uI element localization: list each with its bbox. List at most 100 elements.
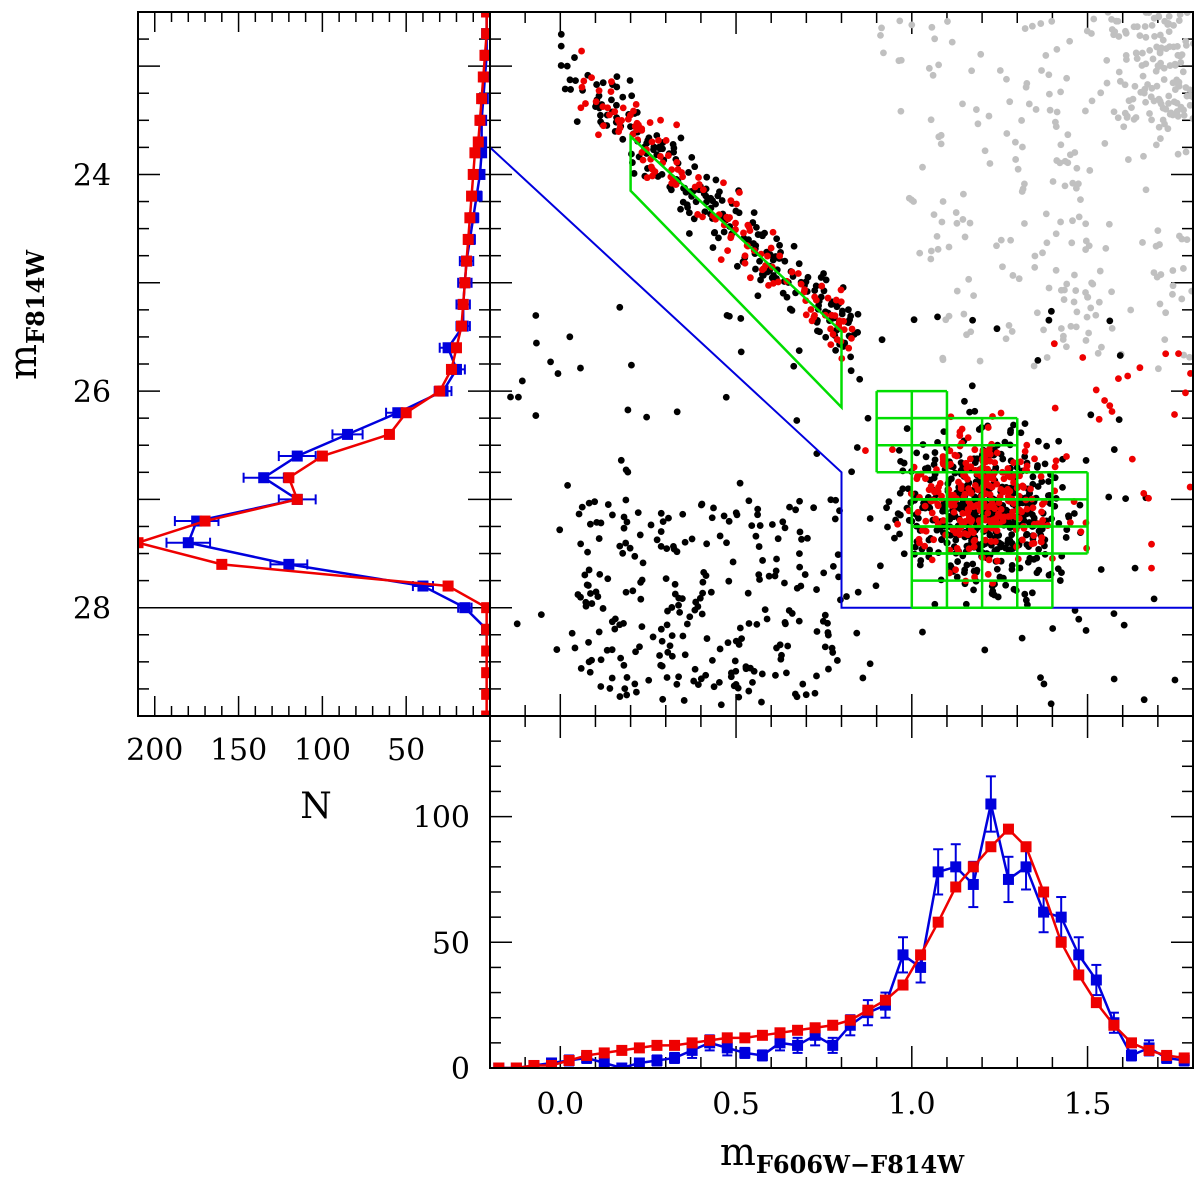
cmd-point-model [927,482,935,490]
cmd-point-observed [547,358,554,366]
cmd-point-model [760,265,768,272]
hist-marker-model [879,994,891,1006]
cmd-point-model [727,197,735,205]
cmd-point-observed [712,176,720,184]
cmd-point-observed [720,512,728,520]
cmd-point-background [1049,178,1057,185]
cmd-point-model [1029,504,1037,512]
cmd-y-axis-label: mF814W [1,249,50,380]
cmd-point-background [1154,227,1162,235]
cmd-point-observed [854,588,862,596]
cmd-point-observed [798,535,805,543]
cmd-point-background [878,24,885,32]
hist-marker-model [598,1047,610,1059]
cmd-point-observed [679,632,687,640]
cmd-point-model [828,311,836,319]
cmd-point-observed [866,660,874,668]
cmd-point-background [939,198,947,205]
cmd-point-observed [658,637,666,645]
cmd-point-observed [1065,514,1073,521]
cmd-point-model [1140,489,1148,497]
cmd-point-observed [703,540,711,548]
cmd-point-background [1045,284,1053,292]
cmd-point-observed [597,656,605,664]
cmd-point-observed [577,665,585,672]
lf-marker-model [450,342,462,354]
cmd-point-model [605,111,613,119]
cmd-point-model [952,566,960,574]
cmd-point-background [1012,156,1020,163]
cmd-point-observed [1007,426,1015,434]
cmd-point-model [1128,455,1136,463]
cmd-point-observed [735,693,743,701]
lf-marker-model [457,298,469,310]
hist-marker-observed [950,861,962,873]
cmd-point-observed [620,661,628,669]
cmd-point-model [837,286,845,294]
cmd-point-background [1007,236,1015,244]
lf-marker-observed [392,407,404,419]
cmd-point-model [1148,564,1155,572]
lf-marker-model [481,710,490,716]
cmd-point-background [1073,164,1081,172]
cmd-point-observed [659,518,667,526]
cmd-point-model [1003,488,1011,496]
cmd-point-observed [553,646,561,653]
cmd-point-background [1028,22,1036,30]
cmd-point-model [769,228,777,236]
lf-marker-observed [459,602,471,614]
cmd-point-observed [1049,625,1057,632]
cmd-point-observed [623,691,631,699]
cmd-point-model [577,104,585,112]
cmd-point-observed [894,510,902,518]
cmd-point-observed [620,513,628,521]
cmd-point-observed [872,582,880,590]
cmd-point-observed [578,503,586,511]
cmd-point-observed [630,170,638,177]
cmd-point-observed [1045,316,1053,324]
cmd-point-observed [1131,564,1139,572]
cmd-point-model [921,542,929,550]
cmd-point-model [836,317,843,325]
hist-marker-model [1073,969,1085,981]
cmd-point-observed [896,530,903,538]
cmd-point-observed [756,522,764,529]
cmd-point-model [720,179,727,187]
cmd-point-observed [663,674,671,681]
lf-marker-model [477,71,489,83]
cmd-point-model [827,325,834,333]
hist-marker-observed [932,866,944,878]
hist-marker-model [756,1029,768,1041]
cmd-point-background [1064,159,1072,167]
cmd-point-background [993,242,1000,250]
cmd-point-background [1094,349,1102,357]
cmd-point-background [1083,313,1091,321]
cmd-point-observed [1045,478,1052,485]
cmd-point-model [1017,458,1024,466]
cmd-point-model [986,457,994,465]
cmd-point-model [862,447,869,454]
cmd-point-model [848,325,856,333]
cmd-point-model [922,475,929,483]
cmd-point-background [1196,103,1200,110]
cmd-point-observed [711,229,719,236]
cmd-point-background [1045,90,1053,98]
cmd-point-background [1052,230,1060,238]
cmd-point-observed [824,619,831,627]
cmd-point-background [1103,79,1111,87]
cmd-point-observed [736,624,744,632]
cmd-point-model [741,259,749,267]
cmd-point-observed [854,310,862,318]
hist-marker-model [792,1024,804,1036]
cmd-point-observed [676,608,684,616]
cmd-point-model [745,223,753,231]
hist-marker-model [669,1039,681,1051]
hist-marker-observed [827,1039,839,1051]
lf-marker-model [138,537,144,549]
cmd-point-model [922,517,930,525]
cmd-point-observed [1018,634,1026,642]
cmd-y-axis-label-sub: F814W [21,249,50,344]
hist-frame [489,715,1194,1069]
hist-marker-model [528,1059,540,1068]
cmd-point-model [608,78,615,86]
